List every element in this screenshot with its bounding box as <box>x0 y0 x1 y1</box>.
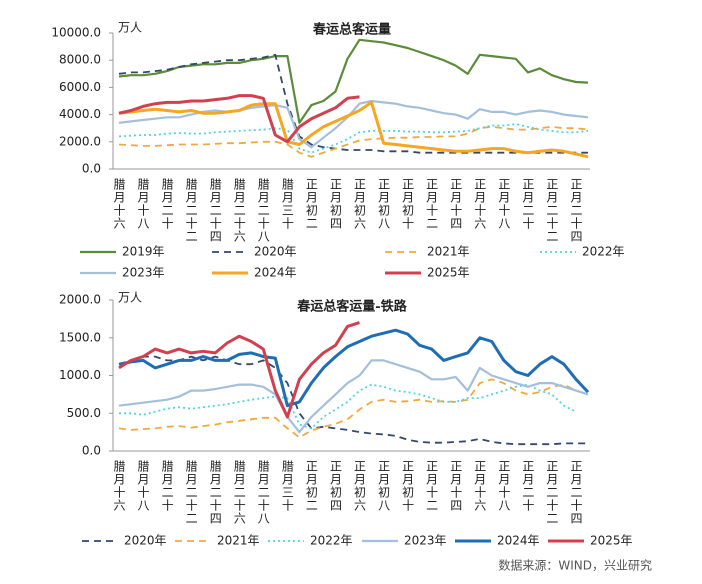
x-tick-label: 正月十四 <box>449 460 463 512</box>
y-tick-label: 8000.0 <box>59 53 101 67</box>
x-tick-label: 腊月二十六 <box>232 460 246 525</box>
x-tick-label: 腊月十六 <box>112 460 126 512</box>
y-tick-label: 0.0 <box>82 162 101 176</box>
legend-label: 2022年 <box>582 245 625 259</box>
legend-label: 2025年 <box>590 534 633 548</box>
x-tick-label: 正月初六 <box>353 178 367 230</box>
series-line <box>118 53 588 154</box>
series-line <box>118 38 589 124</box>
x-tick-label: 正月初八 <box>377 178 391 230</box>
legend-label: 2021年 <box>427 245 470 259</box>
x-tick-label: 正月初十 <box>401 460 415 512</box>
legend-label: 2022年 <box>310 534 353 548</box>
x-tick-label: 腊月二十八 <box>256 178 270 243</box>
legend-label: 2019年 <box>122 245 165 259</box>
x-tick-label: 腊月二十 <box>160 460 174 512</box>
y-tick-label: 500.0 <box>67 406 101 420</box>
x-tick-label: 正月十二 <box>425 178 439 230</box>
chart-title: 春运总客运量-铁路 <box>296 299 407 315</box>
x-tick-label: 正月十八 <box>497 460 511 512</box>
source-note: 数据来源：WIND，兴业研究 <box>498 558 652 573</box>
x-tick-label: 正月十四 <box>449 178 463 230</box>
x-tick-label: 正月初十 <box>401 178 415 230</box>
legend-label: 2024年 <box>254 266 297 280</box>
x-tick-label: 腊月十六 <box>112 178 126 230</box>
legend-label: 2023年 <box>122 266 165 280</box>
x-tick-label: 腊月二十六 <box>232 178 246 243</box>
x-tick-label: 正月十八 <box>497 178 511 230</box>
x-tick-label: 腊月二十二 <box>184 178 198 243</box>
series-line <box>118 125 589 158</box>
x-tick-label: 正月初八 <box>377 460 391 512</box>
x-tick-label: 腊月三十 <box>280 178 294 230</box>
legend-label: 2024年 <box>497 534 540 548</box>
x-tick-label: 正月十二 <box>425 460 439 512</box>
x-tick-label: 正月初四 <box>328 178 342 230</box>
legend-label: 2020年 <box>254 245 297 259</box>
series-line <box>118 100 589 159</box>
series-line <box>118 355 588 446</box>
x-tick-label: 正月初二 <box>304 178 318 230</box>
x-tick-label: 腊月二十四 <box>208 178 222 243</box>
x-tick-label: 腊月十八 <box>136 178 150 230</box>
x-tick-label: 正月二十二 <box>545 460 559 525</box>
x-tick-label: 腊月二十二 <box>184 460 198 525</box>
chart-title: 春运总客运量 <box>312 22 391 38</box>
x-tick-label: 正月十六 <box>473 178 487 230</box>
y-tick-label: 10000.0 <box>51 26 101 40</box>
series-line <box>118 328 590 408</box>
series-line <box>118 359 589 434</box>
x-tick-label: 腊月十八 <box>136 460 150 512</box>
x-tick-label: 腊月二十 <box>160 178 174 230</box>
x-tick-label: 腊月三十 <box>280 460 294 512</box>
y-tick-label: 1000.0 <box>59 368 101 382</box>
x-tick-label: 正月二十 <box>521 178 535 230</box>
x-tick-label: 正月初六 <box>353 460 367 512</box>
legend-label: 2025年 <box>427 266 470 280</box>
y-tick-label: 2000.0 <box>59 134 101 148</box>
x-tick-label: 腊月二十八 <box>256 460 270 525</box>
x-tick-label: 正月十六 <box>473 460 487 512</box>
legend-label: 2023年 <box>404 534 447 548</box>
series-line <box>118 123 589 154</box>
y-tick-label: 4000.0 <box>59 107 101 121</box>
legend-label: 2020年 <box>124 534 167 548</box>
x-tick-label: 正月初四 <box>328 460 342 512</box>
y-tick-label: 6000.0 <box>59 80 101 94</box>
legend-label: 2021年 <box>217 534 260 548</box>
x-tick-label: 正月二十四 <box>569 178 583 243</box>
series-line <box>118 321 360 419</box>
series-line <box>118 94 360 144</box>
unit-label: 万人 <box>118 291 142 305</box>
x-tick-label: 正月二十 <box>521 460 535 512</box>
x-tick-label: 正月二十二 <box>545 178 559 243</box>
x-tick-label: 正月二十四 <box>569 460 583 525</box>
y-tick-label: 1500.0 <box>59 330 101 344</box>
series-line <box>118 378 589 439</box>
x-tick-label: 腊月二十四 <box>208 460 222 525</box>
unit-label: 万人 <box>118 21 142 35</box>
x-tick-label: 正月初二 <box>304 460 318 512</box>
y-tick-label: 0.0 <box>82 444 101 458</box>
series-line <box>119 383 577 430</box>
y-tick-label: 2000.0 <box>59 293 101 307</box>
